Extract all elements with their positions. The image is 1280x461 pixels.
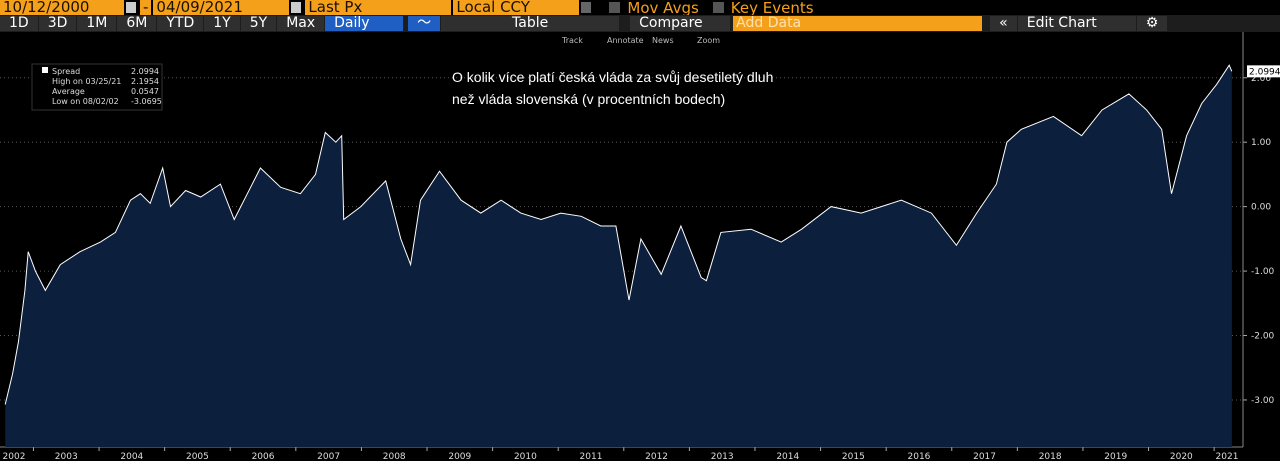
x-tick-label: 2014 bbox=[776, 452, 799, 461]
x-tick-label: 2009 bbox=[448, 452, 471, 461]
y-tick-label: -3.00 bbox=[1251, 396, 1275, 406]
annotation: než vláda slovenská (v procentních bodec… bbox=[452, 91, 725, 107]
x-tick-label: 2002 bbox=[3, 452, 26, 461]
start-date[interactable]: 10/12/2000 bbox=[0, 0, 124, 15]
x-tick-label: 2003 bbox=[55, 452, 78, 461]
calendar-icon[interactable] bbox=[291, 2, 302, 13]
stat-value: -3.0695 bbox=[131, 97, 162, 106]
y-tick-label: 1.00 bbox=[1251, 138, 1271, 148]
chart-type[interactable]: 〜 bbox=[408, 16, 441, 31]
range-button[interactable]: 6M bbox=[117, 16, 157, 31]
annotation: O kolik více platí česká vláda za svůj d… bbox=[452, 69, 773, 85]
chart: Track Annotate News Zoom 2.00 1.00 0.00 -1.00 -2… bbox=[0, 32, 1280, 461]
legend-value: 2.0994 bbox=[131, 67, 159, 76]
x-tick-label: 2019 bbox=[1104, 452, 1127, 461]
last-value-tag bbox=[1247, 65, 1280, 78]
toolbar-bottom: 1D 3D 1M 6M YTD 1Y 5Y Max Daily 〜 Table Compare… bbox=[0, 15, 1280, 32]
range-button[interactable]: YTD bbox=[157, 16, 204, 31]
x-tick-label: 2010 bbox=[514, 452, 537, 461]
range-button[interactable]: Max bbox=[277, 16, 325, 31]
stat-value: 2.1954 bbox=[131, 77, 159, 86]
y-tick-label: -2.00 bbox=[1251, 332, 1275, 342]
x-tick-label: 2020 bbox=[1170, 452, 1193, 461]
separator: - bbox=[140, 0, 152, 15]
x-tick-label: 2015 bbox=[842, 452, 865, 461]
edit-chart[interactable]: Edit Chart bbox=[1017, 16, 1136, 31]
legend-name: Spread bbox=[52, 67, 80, 76]
end-date[interactable]: 04/09/2021 bbox=[153, 0, 290, 15]
currency-select[interactable]: Local CCY bbox=[453, 0, 580, 15]
x-tick-label: 2005 bbox=[186, 452, 209, 461]
line bbox=[4, 64, 1233, 405]
x-tick-label: 2004 bbox=[120, 452, 143, 461]
x-tick-label: 2006 bbox=[252, 452, 275, 461]
tool-button[interactable]: Track bbox=[561, 36, 583, 45]
x-tick-label: 2021 bbox=[1216, 452, 1239, 461]
range-button[interactable]: 3D bbox=[38, 16, 77, 31]
compare-button[interactable]: Compare bbox=[630, 16, 731, 31]
y-tick-label: 0.00 bbox=[1251, 203, 1271, 213]
area bbox=[5, 65, 1232, 447]
collapse[interactable]: « bbox=[990, 16, 1017, 31]
dropdown[interactable] bbox=[581, 2, 592, 13]
x-tick-label: 2012 bbox=[645, 452, 668, 461]
range-button[interactable]: 1M bbox=[77, 16, 117, 31]
stat-label: High on 03/25/21 bbox=[52, 77, 121, 86]
checkbox[interactable] bbox=[712, 2, 724, 13]
y-tick-label: -1.00 bbox=[1251, 267, 1275, 277]
tool-button[interactable]: News bbox=[652, 36, 674, 45]
table-button[interactable]: Table bbox=[441, 16, 620, 31]
range-button[interactable]: 5Y bbox=[240, 16, 277, 31]
tool-button[interactable]: Annotate bbox=[607, 36, 644, 45]
checkbox[interactable] bbox=[609, 2, 621, 13]
mov-avgs[interactable]: Mov Avgs bbox=[627, 0, 699, 17]
x-tick-label: 2018 bbox=[1039, 452, 1062, 461]
x-tick-label: 2013 bbox=[711, 452, 734, 461]
last-value-label: 2.0994 bbox=[1249, 67, 1280, 77]
settings[interactable]: ⚙ bbox=[1136, 16, 1168, 31]
y-tick-label: 2.00 bbox=[1251, 74, 1271, 84]
stat-label: Average bbox=[52, 87, 85, 96]
field-select[interactable]: Last Px bbox=[305, 0, 452, 15]
x-tick-label: 2007 bbox=[317, 452, 340, 461]
toolbar-top: 10/12/2000 - 04/09/2021 Last Px Local CC… bbox=[0, 0, 1280, 17]
legend-swatch bbox=[42, 67, 48, 73]
x-tick-label: 2011 bbox=[580, 452, 603, 461]
stat-value: 0.0547 bbox=[131, 87, 159, 96]
legend: Spread 2.0994 High on 03/25/21 2.1954 Averag… bbox=[31, 63, 163, 111]
x-tick-label: 2008 bbox=[383, 452, 406, 461]
add-data[interactable]: Add Data bbox=[733, 16, 983, 31]
x-tick-label: 2016 bbox=[908, 452, 931, 461]
tool-button[interactable]: Zoom bbox=[697, 36, 720, 45]
period-select[interactable]: Daily bbox=[325, 16, 404, 31]
legend-bg bbox=[31, 63, 163, 111]
range-buttons: 1D 3D 1M 6M YTD 1Y 5Y Max bbox=[0, 16, 325, 31]
x-tick-label: 2017 bbox=[973, 452, 996, 461]
stat-label: Low on 08/02/02 bbox=[52, 97, 119, 106]
range-button[interactable]: 1Y bbox=[204, 16, 240, 31]
range-button[interactable]: 1D bbox=[0, 16, 38, 31]
calendar-icon[interactable] bbox=[126, 2, 136, 13]
key-events[interactable]: Key Events bbox=[730, 0, 814, 17]
